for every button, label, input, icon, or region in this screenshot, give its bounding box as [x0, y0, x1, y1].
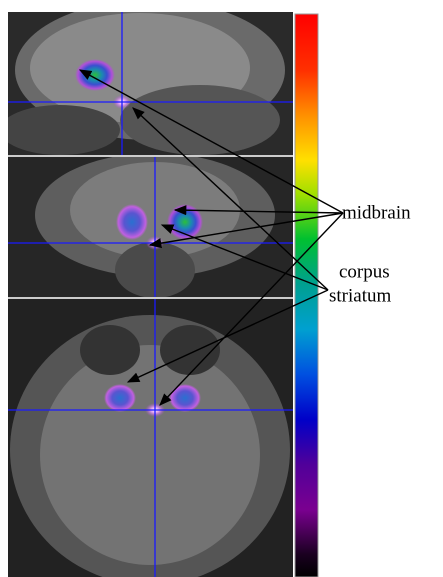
label: midbrain [342, 202, 411, 223]
label: corpus [339, 261, 390, 282]
panel-coronal [8, 153, 293, 298]
figure: midbrain corpus striatum [0, 0, 443, 577]
panel-sagittal [0, 0, 293, 155]
label: striatum [329, 285, 391, 306]
panel-axial [8, 299, 293, 577]
